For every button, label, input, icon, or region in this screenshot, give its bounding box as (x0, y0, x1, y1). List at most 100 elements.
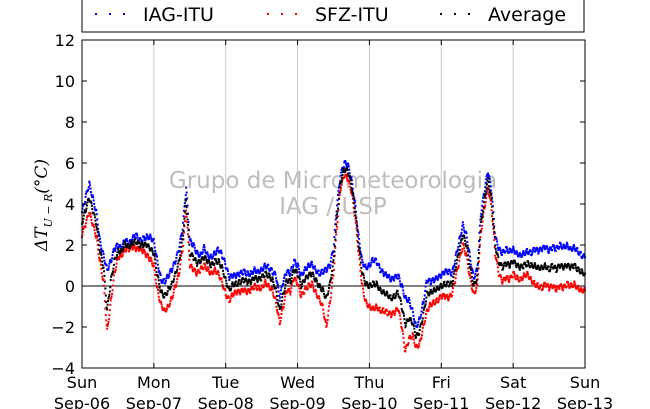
y-tick-label: 2 (65, 236, 75, 255)
data-point-average (250, 281, 253, 284)
data-point-sfz-itu (275, 301, 278, 304)
data-point-average (502, 264, 505, 267)
data-point-sfz-itu (185, 209, 188, 212)
data-point-sfz-itu (544, 282, 547, 285)
data-point-sfz-itu (516, 275, 519, 278)
data-point-iag-itu (107, 267, 110, 270)
data-point-sfz-itu (103, 300, 106, 303)
data-point-average (389, 297, 392, 300)
data-point-average (398, 296, 401, 299)
data-point-sfz-itu (286, 291, 289, 294)
data-point-sfz-itu (99, 263, 102, 266)
data-point-iag-itu (275, 281, 278, 284)
data-point-sfz-itu (87, 214, 90, 217)
data-point-iag-itu (390, 277, 393, 280)
data-point-average (402, 312, 405, 315)
data-point-average (400, 303, 403, 306)
data-point-sfz-itu (291, 281, 294, 284)
data-point-average (373, 283, 376, 286)
data-point-sfz-itu (107, 318, 110, 321)
data-point-average (431, 291, 434, 294)
data-point-iag-itu (265, 267, 268, 270)
data-point-average (113, 258, 116, 261)
data-point-sfz-itu (411, 332, 414, 335)
data-point-iag-itu (159, 272, 162, 275)
data-point-iag-itu (235, 275, 238, 278)
data-point-sfz-itu (577, 288, 580, 291)
data-point-iag-itu (480, 209, 483, 212)
data-point-average (203, 257, 206, 260)
data-point-sfz-itu (155, 282, 158, 285)
data-point-average (245, 280, 248, 283)
data-point-iag-itu (496, 243, 499, 246)
data-point-sfz-itu (374, 306, 377, 309)
data-point-iag-itu (336, 199, 339, 202)
data-point-sfz-itu (170, 295, 173, 298)
data-point-iag-itu (524, 252, 527, 255)
data-point-average (249, 283, 252, 286)
data-point-average (477, 257, 480, 260)
data-point-sfz-itu (165, 309, 168, 312)
data-point-iag-itu (247, 271, 250, 274)
data-point-iag-itu (277, 290, 280, 293)
data-point-iag-itu (160, 279, 163, 282)
data-point-iag-itu (211, 256, 214, 259)
data-point-sfz-itu (563, 283, 566, 286)
data-point-average (236, 283, 239, 286)
data-point-iag-itu (329, 260, 332, 263)
data-point-iag-itu (135, 232, 138, 235)
data-point-average (412, 324, 415, 327)
data-point-sfz-itu (401, 330, 404, 333)
x-tick-label-date: Sep-09 (269, 394, 325, 409)
data-point-iag-itu (474, 270, 477, 273)
data-point-average (456, 255, 459, 258)
data-point-iag-itu (512, 247, 515, 250)
data-point-sfz-itu (420, 334, 423, 337)
data-point-sfz-itu (143, 249, 146, 252)
data-point-average (460, 239, 463, 242)
data-point-iag-itu (583, 253, 586, 256)
data-point-average (485, 187, 488, 190)
data-point-sfz-itu (567, 283, 570, 286)
data-point-sfz-itu (171, 296, 174, 299)
data-point-sfz-itu (409, 335, 412, 338)
data-point-sfz-itu (193, 267, 196, 270)
data-point-average (256, 280, 259, 283)
data-point-iag-itu (576, 247, 579, 250)
data-point-iag-itu (493, 225, 496, 228)
data-point-average (389, 294, 392, 297)
data-point-sfz-itu (283, 302, 286, 305)
data-point-sfz-itu (375, 303, 378, 306)
data-point-iag-itu (407, 300, 410, 303)
data-point-iag-itu (419, 316, 422, 319)
data-point-average (576, 270, 579, 273)
data-point-average (369, 283, 372, 286)
data-point-average (399, 299, 402, 302)
data-point-iag-itu (513, 251, 516, 254)
data-point-average (359, 256, 362, 259)
data-point-average (93, 212, 96, 215)
data-point-sfz-itu (434, 302, 437, 305)
data-point-iag-itu (517, 254, 520, 257)
data-point-average (535, 267, 538, 270)
data-point-sfz-itu (480, 227, 483, 230)
data-point-average (420, 321, 423, 324)
data-point-sfz-itu (94, 232, 97, 235)
data-point-sfz-itu (420, 337, 423, 340)
data-point-iag-itu (326, 266, 329, 269)
data-point-iag-itu (107, 265, 110, 268)
data-point-sfz-itu (446, 296, 449, 299)
data-point-average (475, 279, 478, 282)
data-point-average (279, 307, 282, 310)
data-point-iag-itu (221, 256, 224, 259)
data-point-average (353, 202, 356, 205)
data-point-iag-itu (516, 253, 519, 256)
data-point-iag-itu (466, 240, 469, 243)
data-point-average (365, 281, 368, 284)
data-point-iag-itu (322, 272, 325, 275)
data-point-average (385, 293, 388, 296)
data-point-iag-itu (227, 272, 230, 275)
data-point-sfz-itu (530, 277, 533, 280)
data-point-sfz-itu (283, 295, 286, 298)
